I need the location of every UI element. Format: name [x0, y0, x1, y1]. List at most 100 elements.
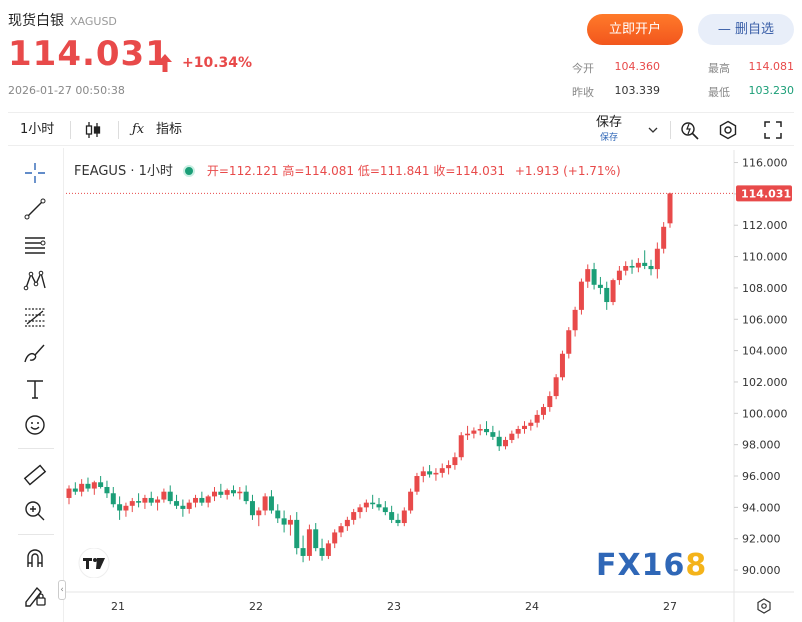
tradingview-logo[interactable]	[76, 548, 112, 578]
candle-body	[566, 330, 572, 354]
stat-low-label: 最低	[708, 86, 730, 99]
sidebar-collapse-toggle[interactable]: ‹	[58, 580, 66, 600]
candle	[218, 483, 224, 498]
candle-body	[635, 262, 641, 268]
candle-type-icon[interactable]	[84, 121, 102, 139]
open-account-button[interactable]: 立即开户	[587, 14, 683, 45]
y-tick-label: 116.000	[742, 157, 788, 170]
candle	[212, 486, 218, 502]
pattern-icon[interactable]	[22, 268, 48, 294]
lock-pen-icon[interactable]	[22, 582, 48, 608]
chevron-down-icon[interactable]	[648, 126, 658, 134]
candle-body	[572, 309, 578, 331]
last-price: 114.031	[8, 34, 170, 74]
axis-settings-icon[interactable]	[757, 598, 771, 614]
horizontal-lines-icon[interactable]	[22, 232, 48, 258]
sidebar-divider	[18, 448, 54, 449]
candle	[623, 261, 629, 276]
settings-gear-icon[interactable]	[718, 120, 738, 140]
y-tick-label: 112.000	[742, 219, 788, 232]
save-button[interactable]: 保存	[596, 115, 623, 130]
candle	[578, 278, 584, 315]
y-tick-label: 90.000	[742, 564, 781, 577]
y-tick-label: 92.000	[742, 533, 781, 546]
zoom-in-icon[interactable]	[22, 498, 48, 524]
candle-body	[155, 499, 161, 503]
candle	[654, 242, 660, 279]
candle	[110, 486, 116, 508]
candle-body	[85, 483, 91, 489]
magnet-icon[interactable]	[22, 546, 48, 572]
candle	[275, 504, 281, 524]
remove-watchlist-button[interactable]: — 删自选	[698, 14, 794, 45]
candle	[408, 488, 414, 514]
candle	[604, 281, 610, 310]
watermark-accent: 8	[685, 548, 708, 583]
candle-body	[287, 519, 293, 525]
emoji-icon[interactable]	[22, 412, 48, 438]
candle	[199, 491, 205, 506]
candle	[401, 507, 407, 527]
x-tick-label: 23	[387, 600, 401, 613]
candle	[572, 306, 578, 337]
candle-body	[218, 491, 224, 495]
trendline-icon[interactable]	[22, 196, 48, 222]
candle	[439, 463, 445, 478]
instrument-title: 现货白银 XAGUSD	[8, 10, 117, 30]
crosshair-icon[interactable]	[22, 160, 48, 186]
candle-body	[597, 284, 603, 288]
candle	[395, 513, 401, 527]
text-icon[interactable]	[22, 376, 48, 402]
candle	[249, 494, 255, 520]
candle-body	[439, 468, 445, 473]
candle	[85, 477, 91, 492]
candle	[180, 499, 186, 517]
candle-body	[540, 407, 546, 415]
candle-body	[654, 248, 660, 270]
candle	[136, 493, 142, 508]
y-tick-label: 100.000	[742, 407, 788, 420]
candle-body	[123, 505, 129, 511]
candle	[193, 494, 199, 508]
quick-search-icon[interactable]	[680, 120, 700, 140]
y-tick-label: 102.000	[742, 376, 788, 389]
fullscreen-icon[interactable]	[764, 121, 782, 139]
candle-body	[110, 493, 116, 505]
candle	[382, 501, 388, 516]
market-status-dot	[182, 165, 195, 177]
candle-body	[414, 476, 420, 492]
candle-body	[465, 433, 471, 436]
candle-body	[174, 501, 180, 506]
candle-body	[205, 496, 211, 503]
interval-selector[interactable]: 1小时	[20, 122, 55, 137]
candle-body	[661, 226, 667, 249]
candle-body	[553, 377, 559, 397]
candle-body	[471, 430, 477, 434]
candle	[484, 421, 490, 436]
candle	[281, 510, 287, 533]
candle	[357, 504, 363, 519]
candle-body	[325, 543, 331, 556]
indicators-button[interactable]: 指标	[156, 122, 183, 137]
brush-icon[interactable]	[22, 340, 48, 366]
candle-body	[363, 502, 369, 508]
indicator-fx-icon[interactable]: ƒx	[132, 122, 145, 137]
candle	[610, 278, 616, 306]
candle-body	[509, 433, 515, 440]
fib-icon[interactable]	[22, 304, 48, 330]
candle	[553, 374, 559, 400]
candle	[661, 222, 667, 254]
last-price-label: 114.031	[741, 187, 791, 200]
stat-prev-value: 103.339	[614, 84, 661, 97]
candle-body	[534, 414, 540, 423]
stat-low: 最低 103.230	[708, 84, 794, 100]
candle	[597, 276, 603, 295]
candle-body	[420, 471, 426, 477]
candle-body	[136, 501, 142, 503]
candle-body	[98, 482, 104, 487]
candle-body	[79, 483, 85, 492]
candle-body	[515, 428, 521, 434]
ruler-icon[interactable]	[22, 462, 48, 488]
y-tick-label: 106.000	[742, 313, 788, 326]
